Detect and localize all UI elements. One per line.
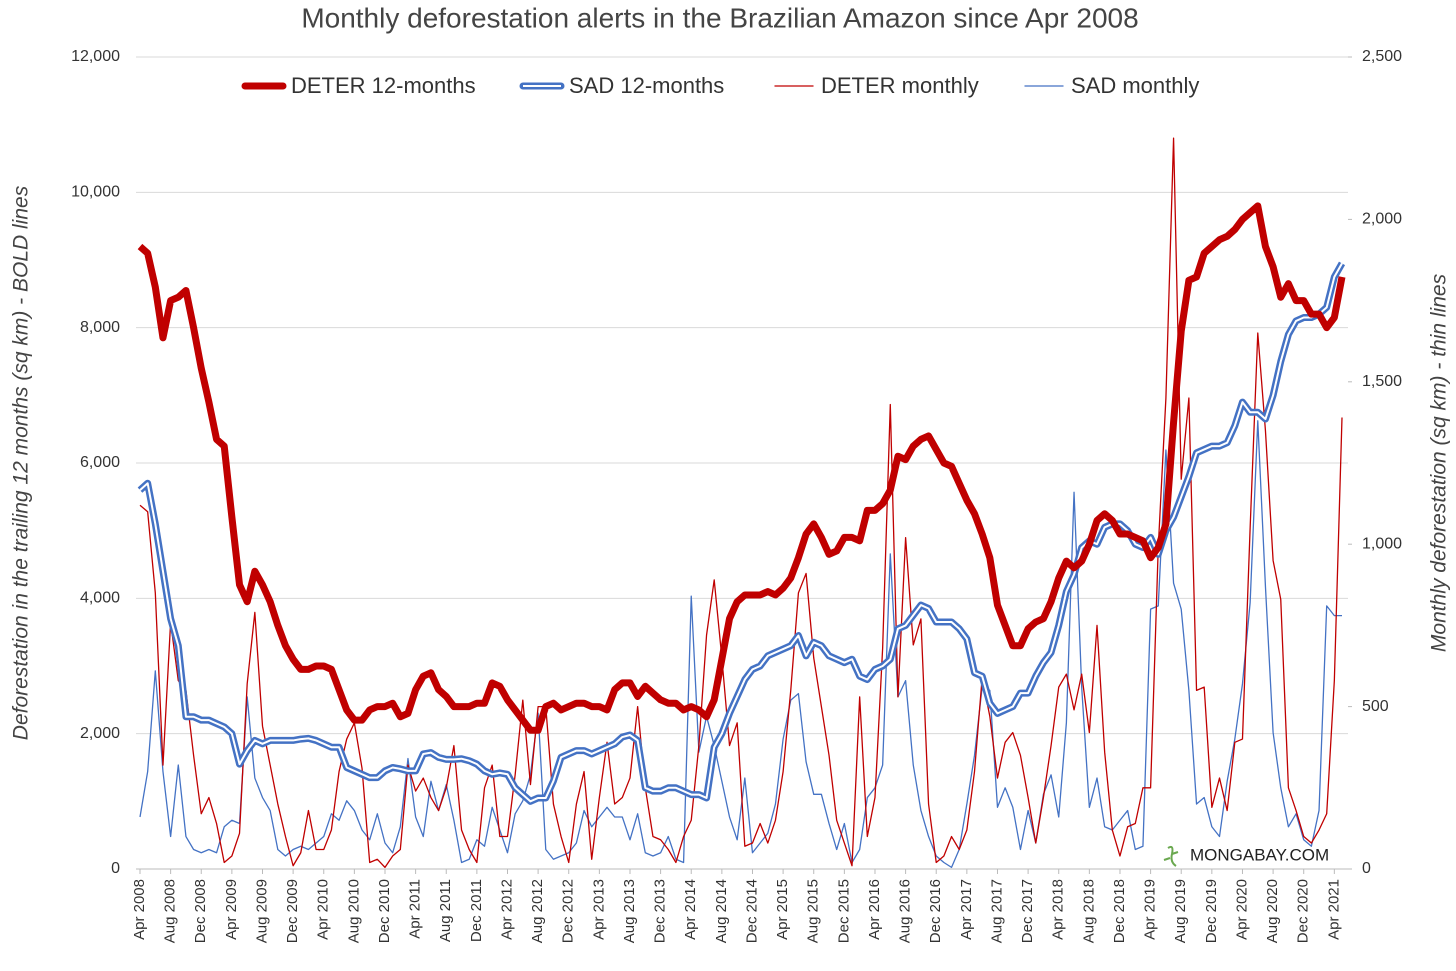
watermark-logo (1163, 845, 1179, 867)
x-tick-label: Apr 2008 (131, 879, 148, 940)
x-tick-label: Apr 2016 (866, 879, 883, 940)
x-tick-label: Dec 2011 (468, 879, 485, 942)
x-tick-label: Apr 2013 (590, 879, 607, 940)
x-tick-label: Aug 2020 (1264, 879, 1281, 943)
x-tick-label: Dec 2010 (376, 879, 393, 943)
x-tick-label: Apr 2012 (498, 879, 515, 940)
x-tick-label: Dec 2020 (1295, 879, 1312, 943)
series-line (137, 202, 1346, 734)
series-line (139, 420, 1342, 869)
series-line-inner (139, 262, 1343, 803)
y2-tick-label: 0 (1362, 860, 1371, 877)
y-tick-label: 6,000 (80, 454, 120, 471)
y-tick-label: 2,000 (80, 725, 120, 742)
y-tick-label: 10,000 (71, 184, 120, 201)
watermark: MONGABAY.COM (1190, 845, 1329, 864)
x-tick-label: Dec 2019 (1203, 879, 1220, 943)
x-tick-label: Apr 2015 (774, 879, 791, 940)
x-tick-label: Dec 2015 (835, 879, 852, 943)
x-tick-label: Dec 2013 (652, 879, 669, 943)
x-tick-label: Aug 2014 (713, 879, 730, 943)
y2-tick-label: 2,500 (1362, 48, 1402, 65)
x-tick-label: Dec 2016 (927, 879, 944, 943)
y2-tick-label: 2,000 (1362, 211, 1402, 228)
x-tick-label: Aug 2015 (805, 879, 822, 943)
x-tick-label: Aug 2018 (1080, 879, 1097, 943)
x-tick-label: Apr 2014 (682, 879, 699, 940)
y-tick-label: 0 (111, 860, 120, 877)
x-tick-label: Aug 2011 (437, 879, 454, 942)
x-tick-label: Apr 2011 (407, 879, 424, 939)
x-tick-label: Aug 2013 (621, 879, 638, 943)
y2-tick-label: 500 (1362, 698, 1389, 715)
legend-label: SAD monthly (1071, 73, 1199, 98)
x-tick-label: Apr 2020 (1233, 879, 1250, 940)
legend-label: DETER 12-months (291, 73, 476, 98)
x-tick-label: Aug 2017 (988, 879, 1005, 943)
x-tick-label: Aug 2019 (1172, 879, 1189, 943)
x-tick-label: Apr 2021 (1325, 879, 1342, 940)
y-tick-label: 4,000 (80, 590, 120, 607)
chart-title: Monthly deforestation alerts in the Braz… (301, 2, 1138, 33)
x-tick-label: Apr 2010 (315, 879, 332, 940)
y2-tick-label: 1,500 (1362, 373, 1402, 390)
x-tick-label: Aug 2016 (897, 879, 914, 943)
y-axis-title: Deforestation in the trailing 12 months … (10, 185, 33, 740)
x-tick-label: Dec 2017 (1019, 879, 1036, 943)
x-tick-label: Dec 2018 (1111, 879, 1128, 943)
x-tick-label: Aug 2012 (529, 879, 546, 943)
x-tick-label: Dec 2009 (284, 879, 301, 943)
legend-label: DETER monthly (821, 73, 979, 98)
y2-tick-label: 1,000 (1362, 535, 1402, 552)
x-tick-label: Aug 2009 (253, 879, 270, 943)
x-tick-label: Dec 2008 (192, 879, 209, 943)
y-tick-label: 8,000 (80, 319, 120, 336)
x-tick-label: Aug 2008 (162, 879, 179, 943)
x-tick-label: Apr 2017 (958, 879, 975, 940)
x-tick-label: Apr 2018 (1050, 879, 1067, 940)
x-tick-label: Dec 2014 (743, 879, 760, 943)
x-tick-label: Apr 2009 (223, 879, 240, 940)
x-tick-label: Apr 2019 (1142, 879, 1159, 940)
y2-axis-title: Monthly deforestation (sq km) - thin lin… (1428, 273, 1451, 652)
series-line (139, 137, 1343, 869)
x-tick-label: Dec 2012 (560, 879, 577, 943)
x-tick-label: Aug 2010 (345, 879, 362, 943)
legend-label: SAD 12-months (569, 73, 724, 98)
y-tick-label: 12,000 (71, 48, 120, 65)
